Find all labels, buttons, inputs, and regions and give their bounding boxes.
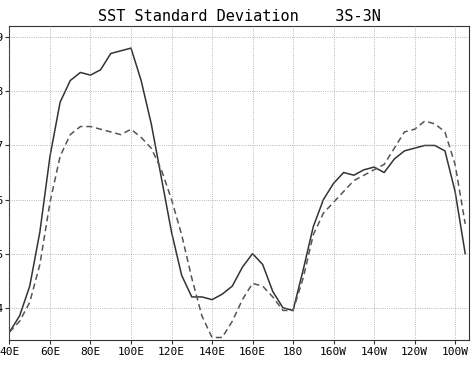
Title: SST Standard Deviation    3S-3N: SST Standard Deviation 3S-3N [98,9,381,24]
